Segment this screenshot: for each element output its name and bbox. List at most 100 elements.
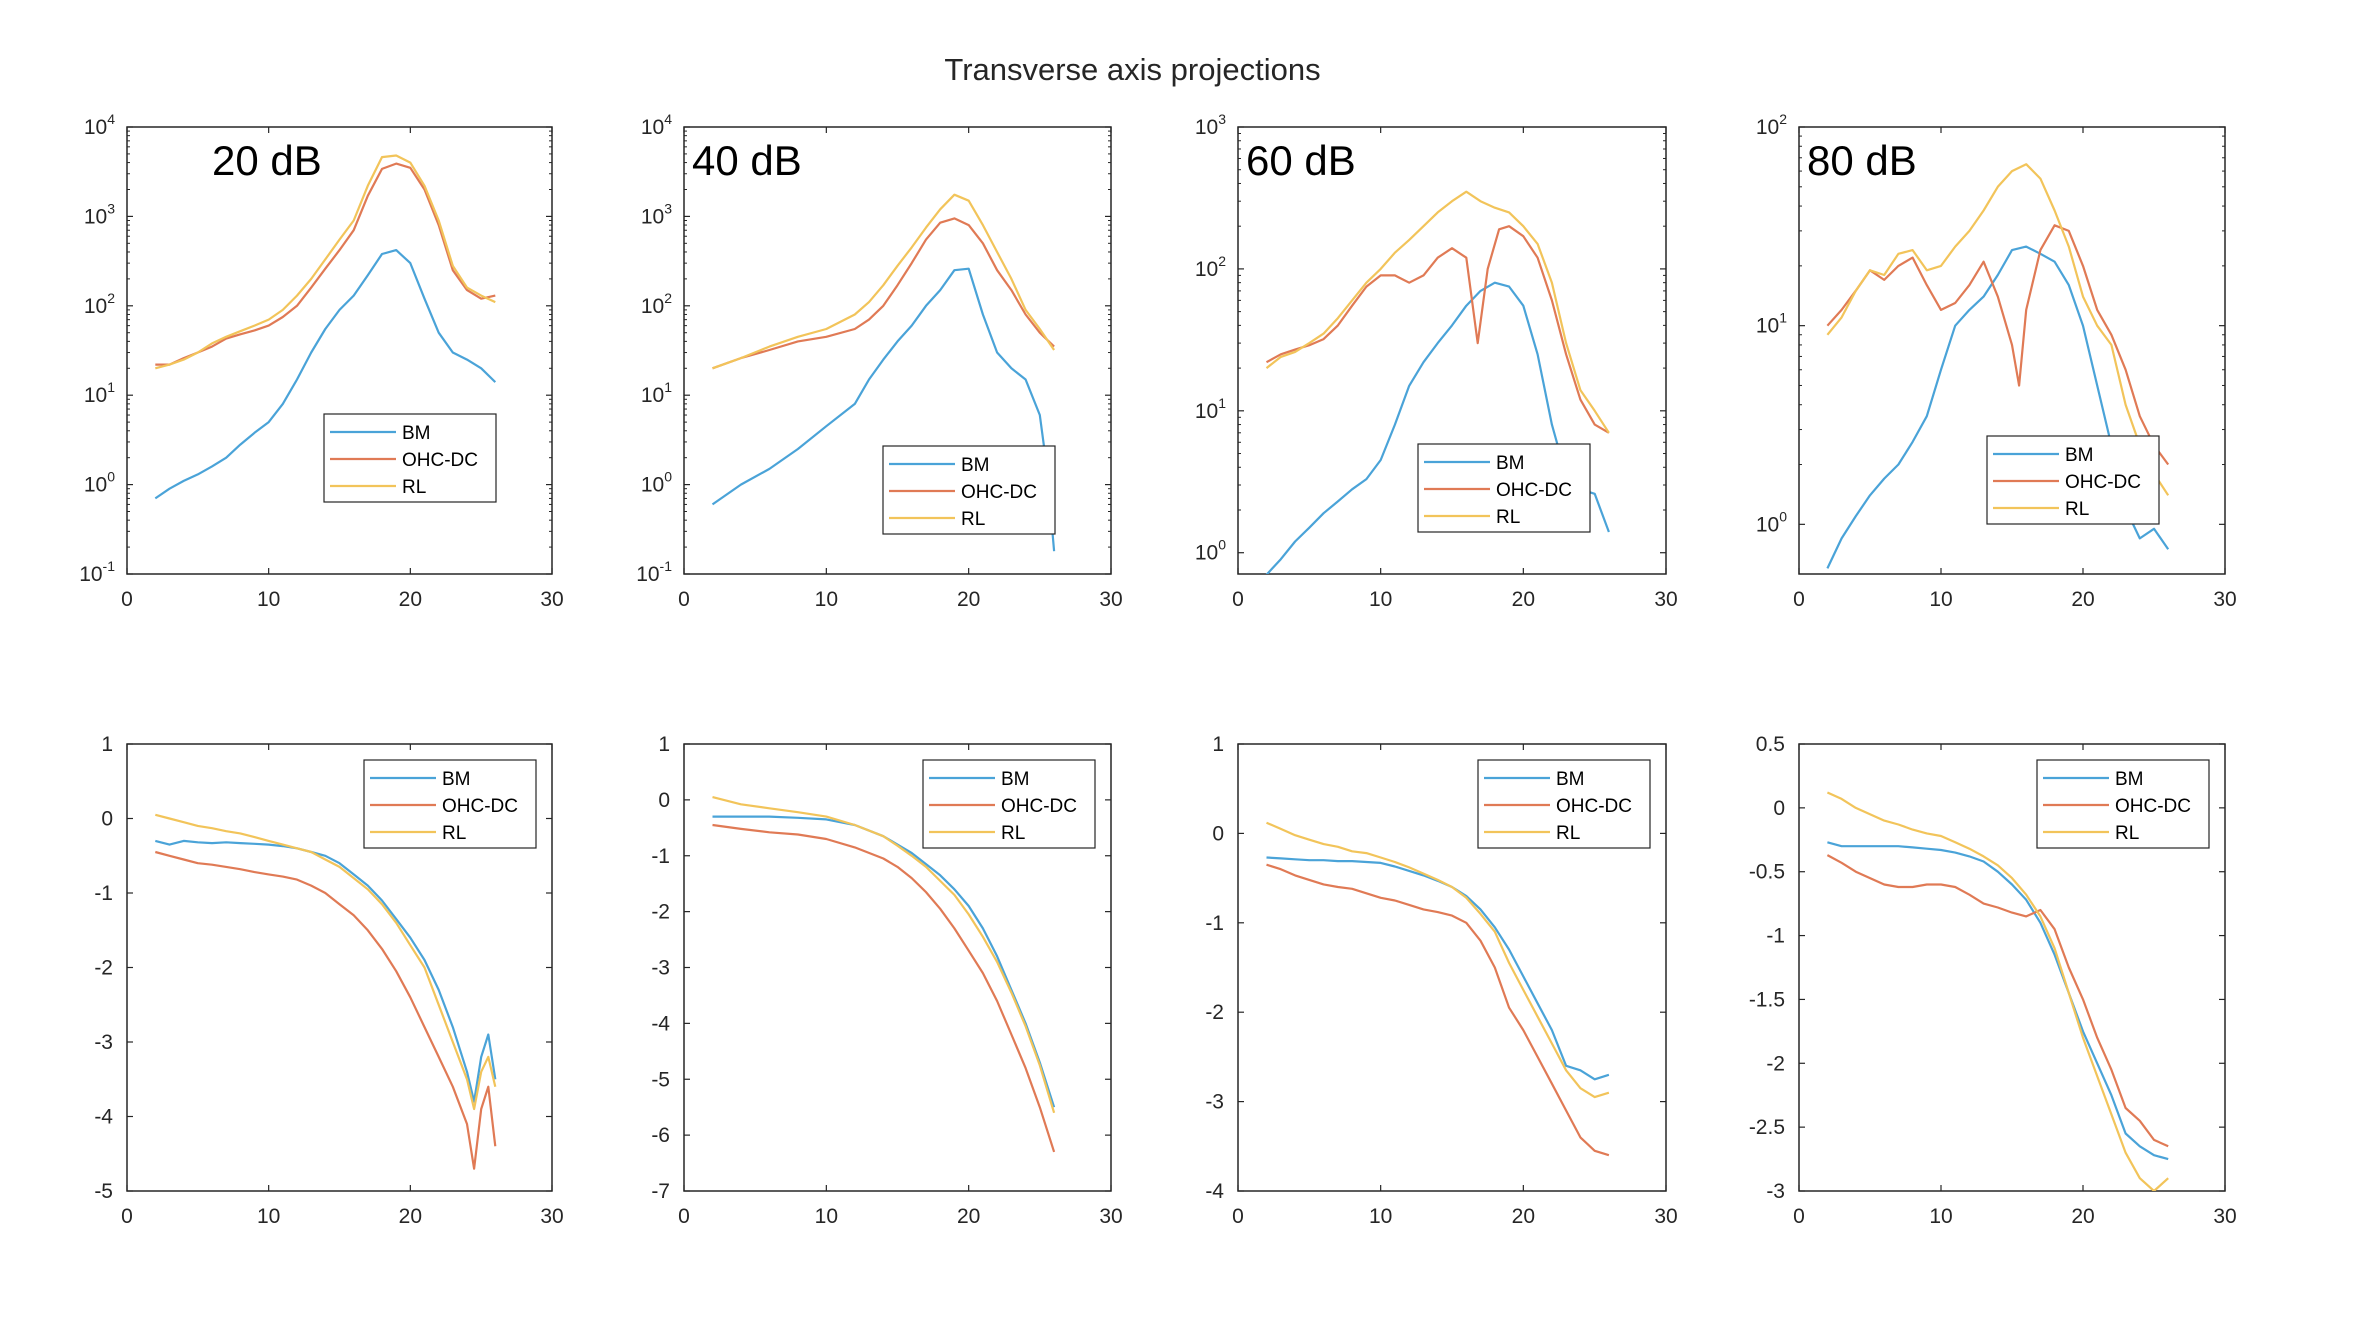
y-tick-label: 100	[641, 469, 672, 497]
series-line-bm	[155, 839, 497, 1103]
y-tick-label: 0.5	[1756, 733, 1785, 756]
y-tick-label: -3	[94, 1031, 113, 1054]
y-tick-label: 101	[641, 379, 672, 407]
series-line-rl	[155, 154, 496, 370]
y-tick-label: -5	[651, 1068, 670, 1091]
x-tick-label: 0	[121, 588, 133, 611]
y-tick-label: -1	[1766, 925, 1785, 948]
y-tick-label: 104	[84, 111, 115, 139]
x-tick-label: 20	[2071, 1205, 2094, 1228]
y-tick-label: -2	[651, 901, 670, 924]
legend-label: RL	[2115, 823, 2139, 844]
y-tick-label: 10-1	[636, 558, 672, 586]
y-tick-label: 103	[641, 200, 672, 228]
y-tick-label: 10-1	[79, 558, 115, 586]
legend-label: OHC-DC	[1001, 796, 1077, 817]
y-tick-label: 100	[1195, 537, 1226, 565]
legend-label: OHC-DC	[1556, 796, 1632, 817]
x-tick-label: 30	[1654, 1205, 1677, 1228]
x-tick-label: 0	[678, 588, 690, 611]
chart-panel-8: 0 10 20 30 -3 -2.5 -2 -1.5 -1 -0.5 0 0.5 BM OHC-DC RL	[1749, 733, 2237, 1228]
legend-label: BM	[961, 455, 990, 476]
y-tick-label: -4	[651, 1012, 670, 1035]
y-tick-label: -1.5	[1749, 988, 1785, 1011]
x-tick-label: 10	[815, 1205, 838, 1228]
figure-title: Transverse axis projections	[944, 52, 1321, 87]
legend-label: BM	[1556, 769, 1585, 790]
legend-label: BM	[402, 423, 431, 444]
legend-label: OHC-DC	[1496, 480, 1572, 501]
y-tick-label: 100	[84, 469, 115, 497]
x-tick-label: 10	[257, 588, 280, 611]
y-tick-label: -0.5	[1749, 861, 1785, 884]
series-line-rl	[1266, 821, 1610, 1099]
x-tick-label: 0	[1232, 588, 1244, 611]
x-tick-label: 10	[1929, 1205, 1952, 1228]
legend-label: OHC-DC	[2115, 796, 2191, 817]
y-tick-label: -2	[1205, 1001, 1224, 1024]
series-line-rl	[155, 813, 497, 1111]
y-tick-label: 0	[1773, 797, 1785, 820]
y-tick-label: -5	[94, 1180, 113, 1203]
x-tick-label: 30	[540, 588, 563, 611]
legend-label: OHC-DC	[442, 796, 518, 817]
series-line-ohc-dc	[155, 850, 497, 1170]
panel-label: 60 dB	[1246, 137, 1356, 184]
legend-label: BM	[1001, 769, 1030, 790]
y-tick-label: 1	[101, 733, 113, 756]
series-line-bm	[1827, 841, 2169, 1161]
y-tick-label: -2	[1766, 1052, 1785, 1075]
series-line-rl	[712, 796, 1056, 1114]
y-tick-label: 102	[1195, 253, 1226, 281]
x-tick-label: 20	[399, 588, 422, 611]
series-line-rl	[712, 193, 1056, 370]
y-tick-label: 101	[84, 379, 115, 407]
legend-box	[363, 759, 537, 849]
legend-label: RL	[961, 509, 985, 530]
y-tick-label: 100	[1756, 508, 1787, 536]
x-tick-label: 0	[121, 1205, 133, 1228]
series-line-ohc-dc	[1266, 863, 1610, 1157]
y-tick-label: 102	[84, 290, 115, 318]
axes-box	[1798, 743, 2226, 1192]
y-tick-label: 0	[101, 808, 113, 831]
legend-label: BM	[2065, 445, 2094, 466]
x-tick-label: 10	[1369, 1205, 1392, 1228]
y-tick-label: -1	[94, 882, 113, 905]
y-tick-label: -4	[1205, 1180, 1224, 1203]
x-tick-label: 0	[1232, 1205, 1244, 1228]
y-tick-label: -7	[651, 1180, 670, 1203]
legend-label: RL	[1001, 823, 1025, 844]
x-tick-label: 20	[957, 1205, 980, 1228]
axes-box	[126, 126, 553, 575]
legend-label: RL	[1496, 507, 1520, 528]
y-tick-label: -4	[94, 1106, 113, 1129]
series-line-ohc-dc	[1265, 225, 1610, 434]
x-tick-label: 0	[678, 1205, 690, 1228]
series-line-bm	[711, 267, 1056, 552]
series-line-bm	[154, 249, 497, 500]
legend-label: OHC-DC	[961, 482, 1037, 503]
legend-label: OHC-DC	[2065, 472, 2141, 493]
y-tick-label: -2	[94, 957, 113, 980]
series-line-ohc-dc	[1826, 224, 2170, 466]
legend-label: BM	[2115, 769, 2144, 790]
legend-label: BM	[442, 769, 471, 790]
panel-label: 80 dB	[1807, 137, 1917, 184]
y-tick-label: 1	[1212, 733, 1224, 756]
series-line-ohc-dc	[712, 823, 1056, 1153]
x-tick-label: 10	[257, 1205, 280, 1228]
x-tick-label: 10	[1929, 588, 1952, 611]
y-tick-label: 103	[84, 200, 115, 228]
x-tick-label: 20	[399, 1205, 422, 1228]
x-tick-label: 30	[540, 1205, 563, 1228]
series-line-rl	[1826, 791, 2169, 1191]
chart-panel-3: 0 10 20 30 100 101 102 103 60 dB BM OHC-DC RL	[1195, 111, 1678, 611]
y-tick-label: -1	[1205, 912, 1224, 935]
x-tick-label: 30	[1099, 1205, 1122, 1228]
series-line-bm	[1265, 281, 1610, 574]
y-tick-label: -3	[1766, 1180, 1785, 1203]
series-line-ohc-dc	[1826, 854, 2169, 1148]
chart-panel-1: 0 10 20 30 10-1 100 101 102 103 104 20 dB BM OHC-DC R…	[79, 111, 563, 611]
